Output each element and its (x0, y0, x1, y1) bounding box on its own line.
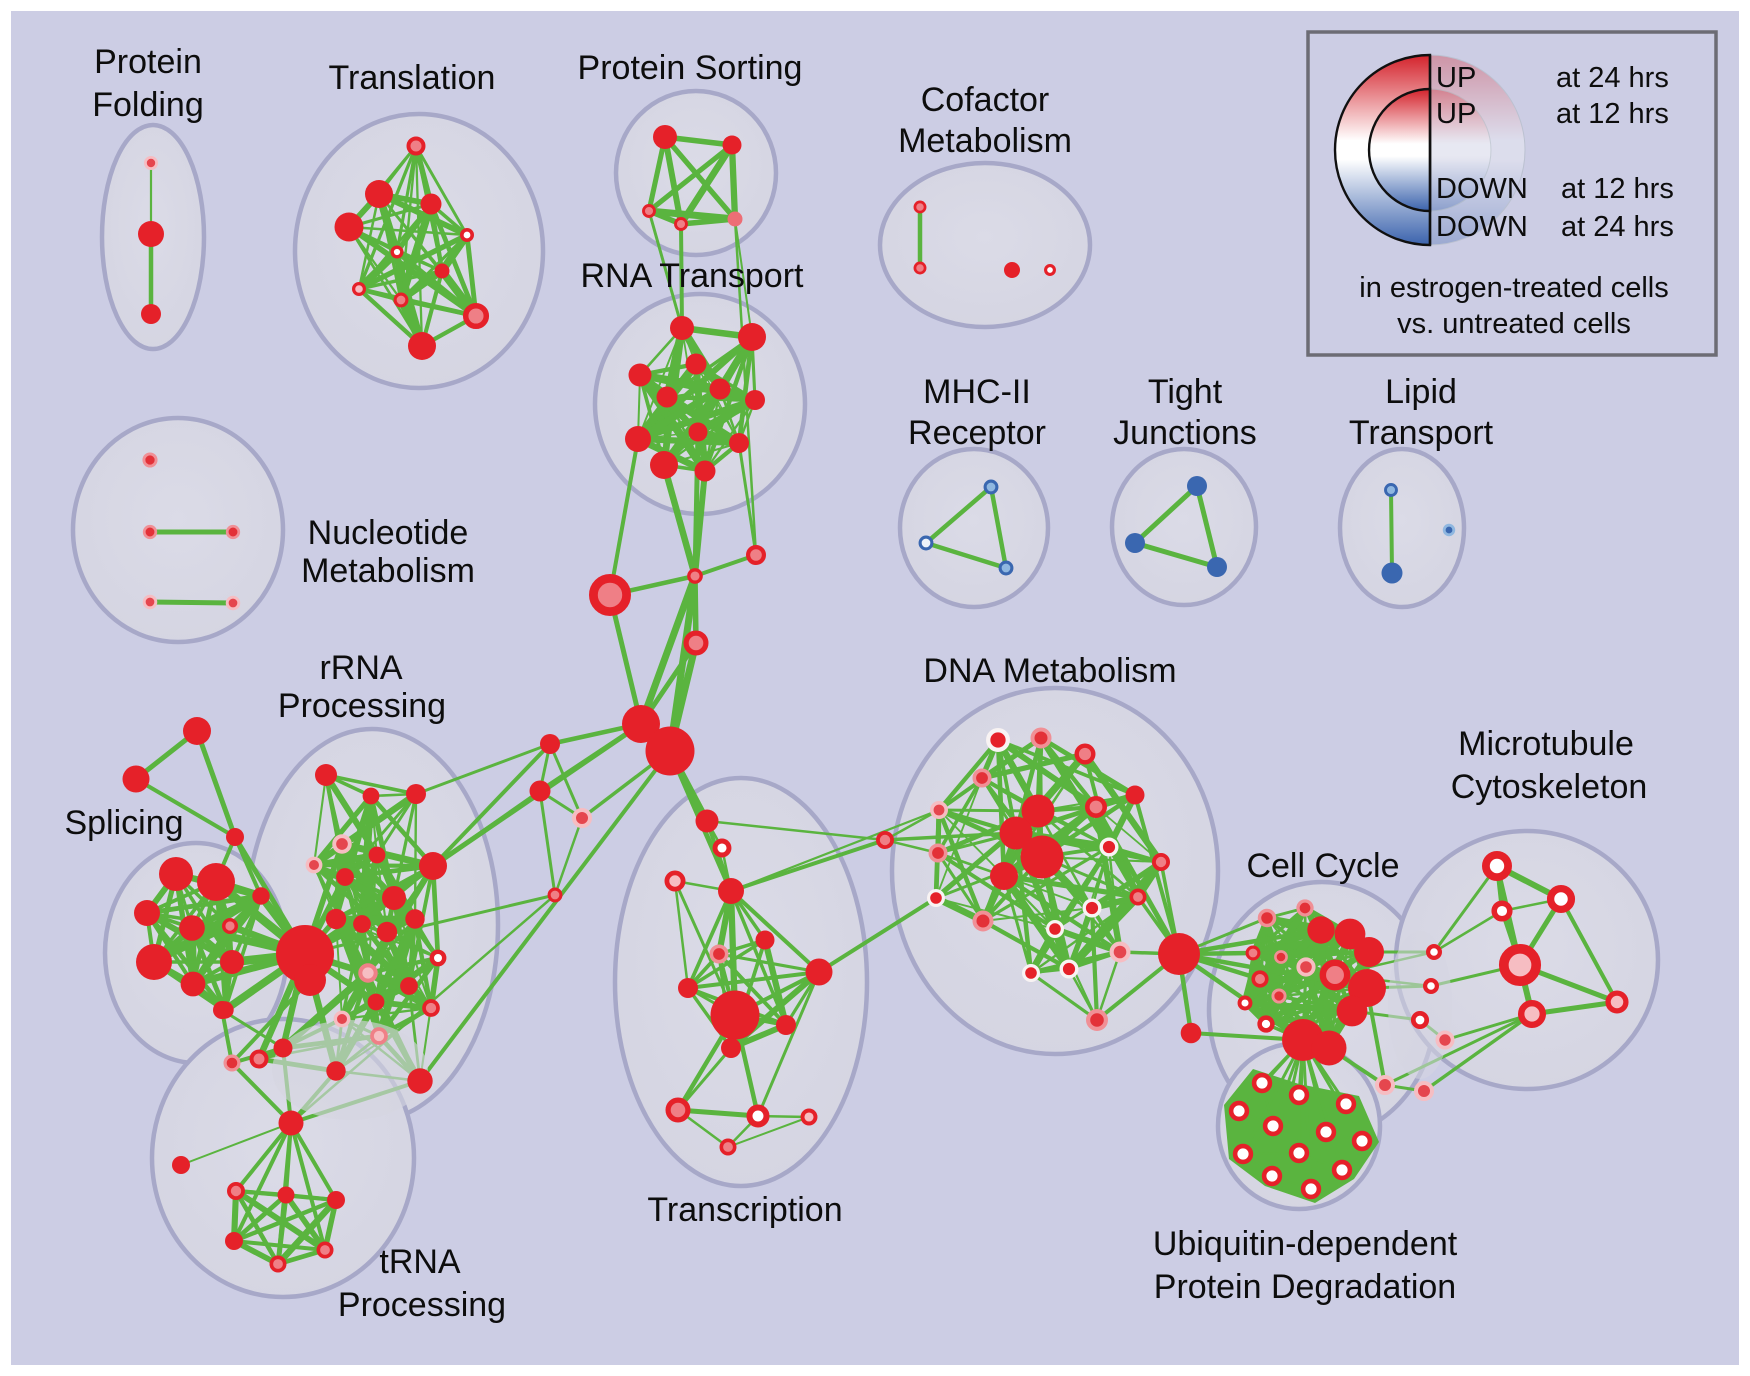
svg-text:Cofactor: Cofactor (921, 81, 1050, 119)
svg-text:Folding: Folding (92, 86, 204, 124)
svg-text:Lipid: Lipid (1385, 373, 1457, 411)
svg-text:Metabolism: Metabolism (898, 122, 1072, 160)
svg-text:Cell Cycle: Cell Cycle (1246, 847, 1399, 885)
svg-text:DOWN: DOWN (1436, 173, 1528, 205)
svg-text:UP: UP (1436, 98, 1476, 130)
svg-text:Junctions: Junctions (1113, 414, 1257, 452)
svg-text:vs. untreated cells: vs. untreated cells (1397, 308, 1631, 340)
svg-text:Transport: Transport (1349, 414, 1494, 452)
svg-text:at 24 hrs: at 24 hrs (1561, 211, 1674, 243)
svg-text:Transcription: Transcription (647, 1191, 842, 1229)
svg-text:UP: UP (1436, 62, 1476, 94)
svg-text:Nucleotide: Nucleotide (308, 514, 469, 552)
svg-text:Protein Degradation: Protein Degradation (1154, 1268, 1456, 1306)
svg-text:DOWN: DOWN (1436, 211, 1528, 243)
svg-text:Processing: Processing (278, 687, 446, 725)
svg-text:Cytoskeleton: Cytoskeleton (1451, 768, 1648, 806)
svg-text:at 24 hrs: at 24 hrs (1556, 62, 1669, 94)
svg-text:in estrogen-treated cells: in estrogen-treated cells (1359, 272, 1669, 304)
svg-text:RNA Transport: RNA Transport (581, 257, 805, 295)
svg-text:Translation: Translation (329, 59, 496, 97)
svg-text:Splicing: Splicing (64, 804, 183, 842)
svg-text:Microtubule: Microtubule (1458, 725, 1634, 763)
svg-text:tRNA: tRNA (379, 1243, 461, 1281)
svg-text:Ubiquitin-dependent: Ubiquitin-dependent (1153, 1225, 1458, 1263)
svg-text:Protein: Protein (94, 43, 202, 81)
svg-text:Processing: Processing (338, 1286, 506, 1324)
svg-text:at 12 hrs: at 12 hrs (1561, 173, 1674, 205)
svg-text:Metabolism: Metabolism (301, 552, 475, 590)
svg-text:MHC-II: MHC-II (923, 373, 1031, 411)
svg-text:DNA Metabolism: DNA Metabolism (923, 652, 1176, 690)
svg-text:Protein Sorting: Protein Sorting (578, 49, 803, 87)
svg-text:at 12 hrs: at 12 hrs (1556, 98, 1669, 130)
svg-text:Receptor: Receptor (908, 414, 1046, 452)
svg-text:rRNA: rRNA (319, 649, 402, 687)
svg-text:Tight: Tight (1148, 373, 1223, 411)
